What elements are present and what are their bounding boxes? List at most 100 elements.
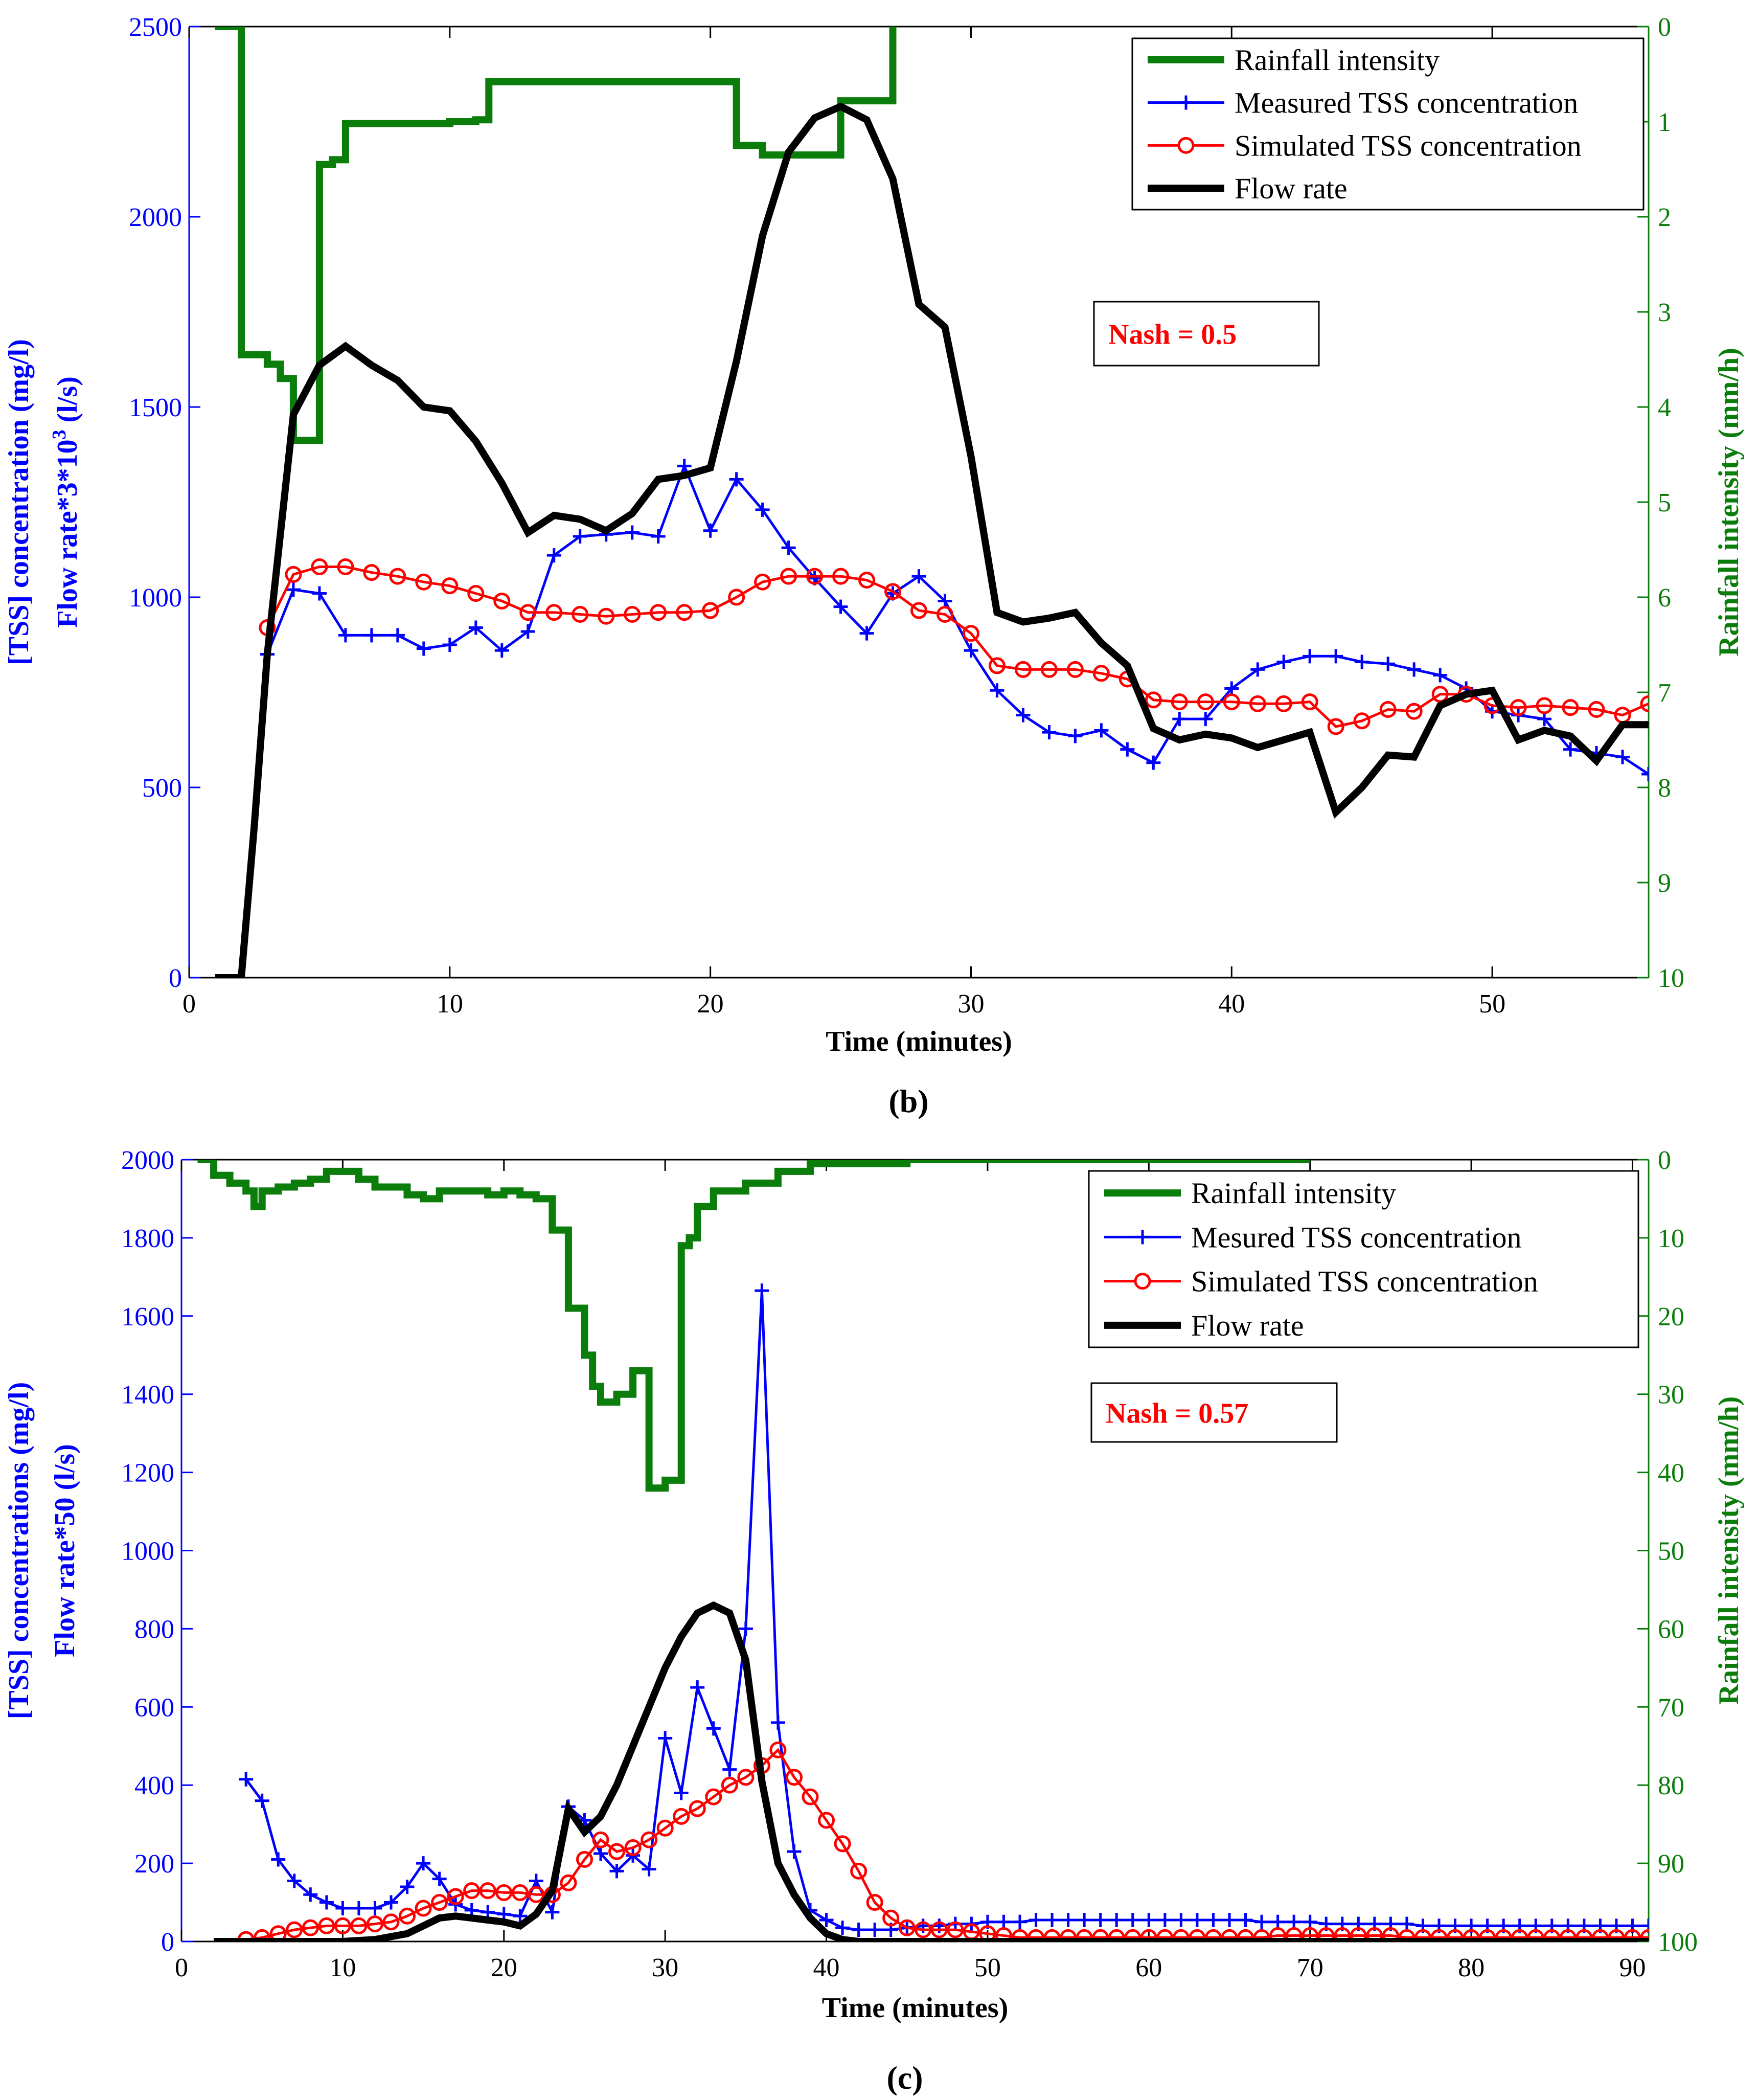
measured-tss-point — [990, 683, 1004, 698]
measured-tss-point — [651, 529, 666, 544]
x-tick-label: 50 — [1479, 989, 1505, 1019]
y-axis-label-line2: Flow rate*3*103 (l/s) — [49, 376, 83, 628]
measured-tss-point — [1224, 681, 1239, 696]
simulated-tss-point — [1414, 1929, 1431, 1941]
simulated-tss-point — [608, 1843, 626, 1860]
simulated-tss-point — [769, 1741, 787, 1758]
nash-annotation: Nash = 0.57 — [1106, 1398, 1248, 1430]
measured-tss-point — [520, 624, 535, 639]
simulated-tss-point — [1327, 718, 1344, 735]
simulated-tss-point — [624, 1839, 642, 1857]
nash-annotation: Nash = 0.5 — [1108, 319, 1237, 351]
simulated-tss-point — [350, 1917, 368, 1934]
simulated-tss-point — [1172, 1929, 1190, 1941]
measured-tss-point — [384, 1895, 398, 1910]
y-tick-label: 1200 — [121, 1459, 174, 1488]
simulated-tss-point — [930, 1921, 948, 1938]
measured-tss-point — [819, 1912, 834, 1927]
y-tick-label: 2500 — [129, 13, 182, 42]
simulated-tss-point — [415, 573, 432, 591]
simulated-tss-point — [447, 1888, 464, 1905]
simulated-tss-point — [1431, 686, 1449, 703]
measured-tss-point — [1093, 1912, 1108, 1927]
measured-tss-point — [722, 1762, 737, 1777]
measured-tss-point — [674, 1786, 689, 1800]
measured-tss-point — [1433, 668, 1448, 683]
simulated-tss-point — [1221, 1929, 1238, 1941]
simulated-tss-point — [858, 572, 876, 589]
simulated-tss-point — [463, 1882, 481, 1900]
y2-tick-label: 8 — [1658, 774, 1671, 803]
measured-tss-point — [432, 1871, 447, 1886]
nash-box — [1093, 301, 1320, 367]
y2-axis-label: Rainfall intensity (mm/h) — [1713, 1396, 1745, 1705]
simulated-tss-point — [302, 1919, 319, 1936]
measured-tss-point — [703, 523, 718, 538]
y2-tick-label: 20 — [1658, 1302, 1684, 1331]
simulated-tss-point — [1076, 1929, 1093, 1941]
measured-tss-point — [1254, 1914, 1269, 1929]
simulated-tss-point — [1011, 1929, 1029, 1941]
measured-tss-point — [1641, 766, 1649, 781]
measured-tss-point — [609, 1864, 624, 1879]
y-tick-label: 1400 — [121, 1381, 174, 1410]
measured-tss-point — [1068, 729, 1083, 743]
measured-tss-point — [1109, 1912, 1124, 1927]
x-tick-label: 50 — [974, 1953, 1001, 1982]
simulated-tss-point — [1124, 1929, 1141, 1941]
measured-tss-point — [338, 628, 353, 643]
y2-tick-label: 2 — [1658, 203, 1671, 232]
simulated-tss-point — [1350, 1927, 1367, 1941]
simulated-tss-point — [1334, 1927, 1351, 1941]
measured-tss-point — [1061, 1912, 1076, 1927]
simulated-tss-point — [1559, 1929, 1577, 1941]
legend-label: Simulated TSS concentration — [1191, 1265, 1538, 1298]
simulated-tss-point — [915, 1921, 932, 1938]
measured-tss-point — [1016, 708, 1031, 722]
measured-tss-point — [1125, 1912, 1140, 1927]
simulated-tss-point — [721, 1776, 738, 1794]
measured-tss-point — [1013, 1914, 1027, 1929]
measured-tss-point — [625, 525, 640, 540]
simulated-tss-point — [898, 1919, 916, 1936]
measured-tss-point — [1190, 1912, 1204, 1927]
measured-tss-point — [1250, 662, 1265, 677]
simulated-tss-point — [1171, 693, 1188, 711]
measured-tss-point — [1287, 1914, 1302, 1929]
measured-tss-point — [781, 540, 796, 555]
measured-tss-point — [835, 1921, 850, 1935]
x-tick-label: 20 — [491, 1953, 517, 1982]
legend: Rainfall intensity Measured TSS concentra… — [1131, 37, 1645, 211]
measured-tss-point — [1329, 649, 1343, 664]
measured-tss-point — [851, 1923, 866, 1937]
y2-tick-label: 0 — [1658, 13, 1671, 42]
simulated-tss-point — [1066, 661, 1084, 678]
panel-label: (b) — [888, 1083, 928, 1119]
simulated-tss-point — [467, 585, 485, 602]
measured-tss-point — [1141, 1912, 1156, 1927]
simulated-tss-point — [802, 1788, 819, 1805]
measured-tss-point — [770, 1715, 785, 1730]
y2-tick-label: 100 — [1658, 1928, 1698, 1957]
y2-tick-label: 7 — [1658, 679, 1671, 708]
y-tick-label: 200 — [134, 1849, 174, 1879]
simulated-tss-point — [1591, 1929, 1609, 1941]
y-axis-label-line1: [TSS] concentration (mg/l) — [3, 339, 35, 665]
simulated-tss-point — [1269, 1927, 1287, 1941]
simulated-tss-point — [415, 1900, 432, 1917]
measured-tss-line — [266, 462, 1649, 776]
panel-label: (c) — [886, 2060, 923, 2096]
chart-panel-c: 0 10 20 30 40 50 60 70 80 90020040060080010001200… — [3, 1146, 1745, 2096]
y-axis-label-line2-text: Flow rate*3*10 — [52, 439, 83, 628]
simulated-tss-point — [1285, 1927, 1303, 1941]
measured-tss-point — [303, 1887, 318, 1902]
legend: Rainfall intensity Mesured TSS concentrat… — [1088, 1170, 1639, 1348]
measured-tss-point — [416, 641, 431, 656]
plot-area — [197, 1160, 1649, 1941]
measured-tss-point — [335, 1901, 350, 1916]
measured-tss-point — [938, 594, 952, 608]
simulated-tss-point — [1527, 1929, 1544, 1941]
simulated-tss-point — [1463, 1929, 1480, 1941]
simulated-tss-point — [1253, 1929, 1270, 1941]
measured-tss-point — [312, 586, 327, 601]
